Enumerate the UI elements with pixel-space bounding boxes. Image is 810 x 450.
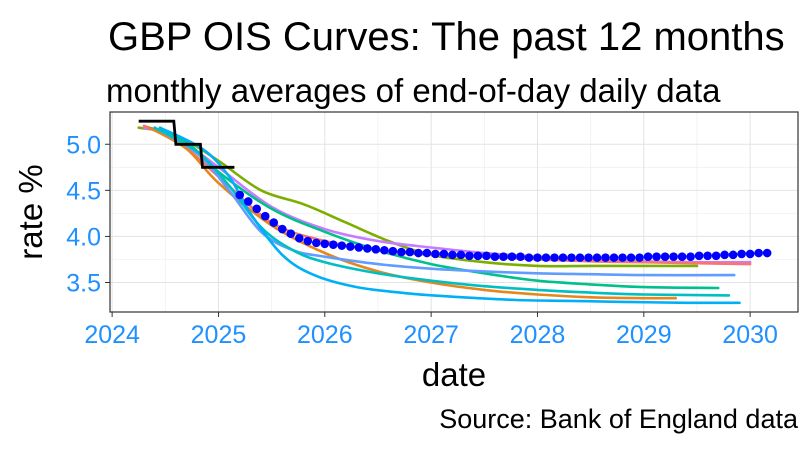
data-point <box>320 239 330 249</box>
plot-border <box>109 111 799 313</box>
source-caption: Source: Bank of England data <box>439 404 799 434</box>
series-latest-curve <box>235 190 772 262</box>
x-tick-label: 2029 <box>616 321 672 349</box>
data-point <box>294 233 304 243</box>
chart-title: GBP OIS Curves: The past 12 months <box>108 15 785 59</box>
x-tick-label: 2030 <box>722 321 778 349</box>
data-point <box>482 251 491 261</box>
data-point <box>269 218 279 227</box>
x-tick-label: 2027 <box>403 321 459 349</box>
data-point <box>439 249 449 259</box>
data-point <box>286 229 296 238</box>
data-point <box>737 249 746 259</box>
data-point <box>363 244 372 253</box>
y-tick-label: 4.5 <box>66 177 101 205</box>
y-tick-label: 3.5 <box>66 270 101 298</box>
data-point <box>686 252 695 262</box>
data-point <box>762 248 772 258</box>
series-curve-f <box>153 126 736 277</box>
data-point <box>728 250 738 260</box>
y-tick-label: 5.0 <box>66 131 101 159</box>
data-point <box>703 251 712 261</box>
data-point <box>567 253 576 262</box>
x-tick-label: 2025 <box>191 321 247 349</box>
x-axis: 2024 2025 2026 2027 2028 2029 2030 <box>84 312 778 349</box>
data-point <box>677 252 687 262</box>
data-point <box>422 248 432 258</box>
data-point <box>260 211 270 221</box>
data-point <box>431 249 440 259</box>
series-bank-rate <box>138 119 235 169</box>
data-point <box>380 245 389 255</box>
plot-background <box>110 112 798 312</box>
data-point <box>652 252 661 262</box>
data-point <box>584 253 593 262</box>
series-curve-a <box>137 126 699 268</box>
data-point <box>609 253 619 262</box>
plot-panel <box>109 111 799 313</box>
data-point <box>473 251 483 261</box>
y-tick-label: 4.0 <box>66 223 101 251</box>
data-point <box>277 224 287 234</box>
data-point <box>405 247 415 257</box>
data-point <box>448 250 457 260</box>
data-point <box>346 242 355 251</box>
x-tick-label: 2028 <box>510 321 566 349</box>
data-point <box>754 248 763 258</box>
data-point <box>371 245 381 254</box>
x-tick-label: 2024 <box>84 321 140 349</box>
data-point <box>303 236 313 246</box>
data-point <box>397 247 406 257</box>
data-point <box>354 243 364 252</box>
data-point <box>490 252 500 262</box>
data-point <box>311 238 321 248</box>
data-point <box>499 252 508 262</box>
data-point <box>388 246 398 256</box>
series-layer <box>137 119 772 305</box>
data-point <box>669 252 678 262</box>
data-point <box>694 251 704 261</box>
data-point <box>558 253 568 262</box>
data-point <box>643 252 653 262</box>
data-point <box>660 252 670 262</box>
y-axis-title: rate % <box>12 164 49 259</box>
data-point <box>414 248 423 258</box>
data-point <box>243 197 253 206</box>
data-point <box>337 241 347 250</box>
data-point <box>635 253 644 262</box>
data-point <box>507 252 517 262</box>
data-point <box>626 253 636 262</box>
data-point <box>601 253 610 262</box>
data-point <box>541 253 551 262</box>
x-tick-label: 2026 <box>297 321 353 349</box>
series-curve-g <box>153 126 731 297</box>
data-point <box>592 253 602 262</box>
data-point <box>524 253 534 262</box>
series-curve-h <box>158 126 741 305</box>
data-point <box>456 250 466 260</box>
x-axis-title: date <box>422 356 486 393</box>
data-point <box>575 253 585 262</box>
data-point <box>465 251 474 261</box>
data-point <box>711 251 721 261</box>
data-point <box>252 204 262 214</box>
data-point <box>745 249 755 259</box>
data-point <box>235 190 245 200</box>
data-point <box>329 240 338 250</box>
data-point <box>516 252 525 262</box>
data-point <box>533 253 542 262</box>
data-point <box>550 253 559 262</box>
chart-subtitle: monthly averages of end-of-day daily dat… <box>106 72 721 109</box>
data-point <box>720 250 729 260</box>
y-axis: 3.5 4.0 4.5 5.0 <box>66 131 110 298</box>
data-point <box>618 253 627 262</box>
